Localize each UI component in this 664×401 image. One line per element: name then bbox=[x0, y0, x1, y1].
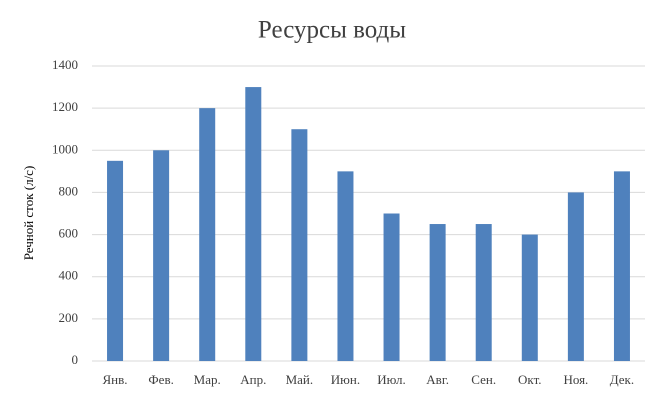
y-tick-label: 600 bbox=[59, 226, 79, 241]
x-tick-label: Мар. bbox=[194, 372, 221, 387]
y-tick-label: 0 bbox=[72, 352, 79, 367]
x-tick-label: Окт. bbox=[518, 372, 542, 387]
bar bbox=[199, 108, 216, 362]
bar bbox=[383, 213, 400, 361]
bar bbox=[245, 87, 262, 362]
x-tick-label: Ноя. bbox=[563, 372, 588, 387]
x-tick-label: Апр. bbox=[240, 372, 266, 387]
y-tick-label: 1200 bbox=[52, 99, 78, 114]
y-tick-label: 400 bbox=[59, 268, 79, 283]
x-tick-label: Фев. bbox=[148, 372, 173, 387]
bar bbox=[107, 160, 124, 361]
y-tick-label: 800 bbox=[59, 183, 79, 198]
bar bbox=[567, 192, 584, 361]
bar bbox=[521, 234, 538, 361]
y-tick-label: 200 bbox=[59, 310, 79, 325]
bar bbox=[291, 129, 308, 361]
bar bbox=[153, 150, 170, 361]
x-tick-label: Май. bbox=[286, 372, 314, 387]
bar bbox=[613, 171, 630, 361]
x-tick-label: Авг. bbox=[426, 372, 449, 387]
bar bbox=[475, 224, 492, 361]
x-tick-label: Янв. bbox=[103, 372, 128, 387]
x-tick-label: Июл. bbox=[377, 372, 406, 387]
x-tick-label: Сен. bbox=[471, 372, 496, 387]
y-tick-label: 1000 bbox=[52, 141, 78, 156]
y-axis-label: Речной сток (л/с) bbox=[21, 166, 36, 261]
bar bbox=[429, 224, 446, 361]
x-tick-label: Июн. bbox=[331, 372, 360, 387]
y-tick-label: 1400 bbox=[52, 57, 78, 72]
bar bbox=[337, 171, 354, 361]
x-tick-label: Дек. bbox=[610, 372, 634, 387]
chart-title: Ресурсы воды bbox=[258, 17, 406, 44]
